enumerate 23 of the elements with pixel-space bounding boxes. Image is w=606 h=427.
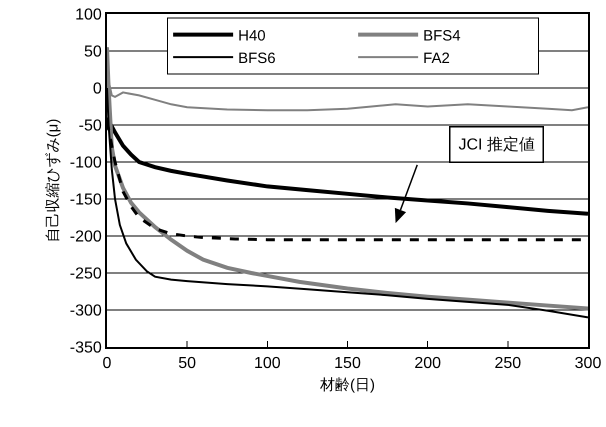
x-tick-label: 150	[334, 355, 361, 372]
legend-label: BFS6	[238, 50, 276, 67]
legend-label: H40	[238, 27, 266, 44]
y-tick-label: 100	[75, 6, 102, 24]
legend-label: FA2	[423, 50, 450, 67]
x-axis-title: 材齢(日)	[319, 376, 375, 394]
y-tick-label: -50	[78, 118, 102, 135]
x-tick-label: 100	[254, 355, 281, 372]
x-tick-label: 250	[494, 355, 522, 372]
x-tick-label: 300	[574, 355, 602, 372]
y-tick-label: 50	[84, 44, 102, 61]
annotation: JCI 推定値	[458, 136, 535, 154]
y-tick-label: -350	[70, 340, 102, 357]
x-tick-label: 200	[414, 355, 442, 372]
y-tick-label: -150	[70, 192, 102, 209]
y-axis-title: 自己収縮ひずみ(μ)	[44, 118, 62, 242]
y-tick-label: 0	[92, 80, 102, 98]
legend-label: BFS4	[423, 27, 461, 44]
y-tick-label: -100	[70, 154, 102, 172]
y-tick-label: -300	[70, 302, 102, 320]
y-tick-label: -200	[70, 228, 102, 246]
x-tick-label: 50	[178, 355, 196, 372]
y-tick-label: -250	[70, 266, 102, 283]
